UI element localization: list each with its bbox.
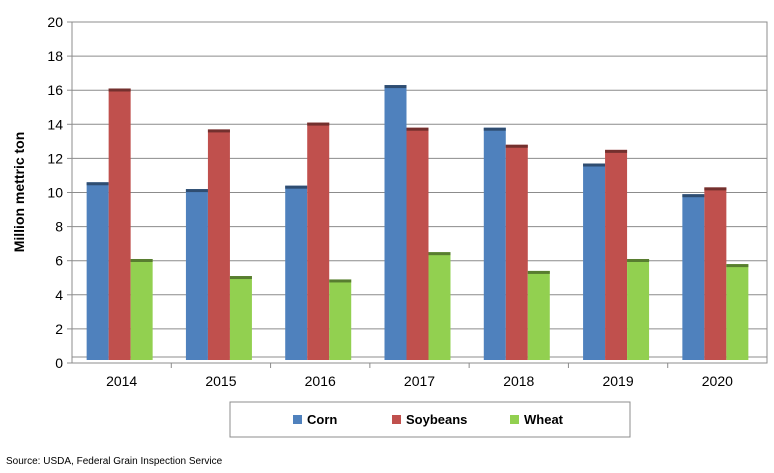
bar-top-soybeans-2014 [108, 88, 131, 92]
bar-top-wheat-2019 [627, 258, 650, 262]
bar-corn-2017 [384, 85, 407, 361]
bar-soybeans-2015 [207, 129, 230, 360]
bar-corn-2018 [483, 127, 506, 361]
bar-wheat-2015 [229, 276, 252, 360]
legend-label-wheat: Wheat [524, 412, 564, 427]
bar-wheat-2017 [428, 252, 451, 360]
legend-swatch-wheat [510, 415, 519, 424]
bar-wheat-2019 [627, 258, 650, 360]
source-note: Source: USDA, Federal Grain Inspection S… [6, 456, 223, 467]
bar-top-wheat-2014 [130, 258, 153, 262]
bar-top-wheat-2015 [229, 276, 252, 280]
bar-top-corn-2018 [483, 127, 506, 131]
bar-corn-2020 [682, 194, 705, 360]
y-tick-label: 0 [55, 355, 63, 371]
bar-corn-2015 [185, 189, 208, 360]
legend-label-corn: Corn [307, 412, 337, 427]
bar-top-corn-2019 [583, 163, 606, 167]
bar-top-wheat-2018 [527, 270, 550, 274]
bar-wheat-2016 [329, 279, 352, 360]
y-tick-label: 10 [47, 185, 63, 201]
bar-soybeans-2018 [505, 144, 528, 360]
bar-top-corn-2014 [86, 182, 109, 186]
x-tick-label: 2017 [404, 373, 435, 389]
bar-top-corn-2015 [185, 189, 208, 193]
bar-wheat-2018 [527, 270, 550, 360]
bar-soybeans-2019 [605, 149, 628, 360]
y-tick-label: 2 [55, 321, 63, 337]
bar-wheat-2020 [726, 264, 749, 360]
bar-corn-2019 [583, 163, 606, 360]
y-tick-label: 8 [55, 219, 63, 235]
bar-soybeans-2017 [406, 127, 429, 361]
y-tick-label: 14 [47, 116, 63, 132]
bar-soybeans-2020 [704, 187, 727, 360]
bar-top-soybeans-2017 [406, 127, 429, 131]
x-tick-label: 2018 [503, 373, 534, 389]
x-tick-label: 2014 [106, 373, 137, 389]
bar-top-soybeans-2016 [307, 122, 330, 126]
bar-top-wheat-2020 [726, 264, 749, 268]
bar-soybeans-2016 [307, 122, 330, 360]
x-tick-label: 2019 [602, 373, 633, 389]
x-tick-label: 2016 [305, 373, 336, 389]
bar-top-corn-2016 [285, 185, 308, 189]
bar-corn-2014 [86, 182, 109, 360]
y-tick-label: 20 [47, 14, 63, 30]
bars [86, 85, 749, 361]
bar-top-wheat-2017 [428, 252, 451, 256]
bar-top-soybeans-2020 [704, 187, 727, 191]
x-axis-ticks: 2014 2015 2016 2017 2018 2019 2020 [106, 363, 733, 389]
legend-swatch-corn [293, 415, 302, 424]
bar-top-corn-2020 [682, 194, 705, 198]
bar-top-corn-2017 [384, 85, 407, 89]
bar-top-wheat-2016 [329, 279, 352, 283]
x-tick-label: 2020 [702, 373, 733, 389]
y-tick-label: 16 [47, 82, 63, 98]
legend-label-soybeans: Soybeans [406, 412, 467, 427]
bar-wheat-2014 [130, 258, 153, 360]
bar-top-soybeans-2018 [505, 144, 528, 148]
bar-top-soybeans-2015 [207, 129, 230, 133]
x-tick-label: 2015 [205, 373, 236, 389]
y-axis-ticks: 0 2 4 6 8 10 12 14 16 18 20 [47, 14, 72, 371]
y-tick-label: 12 [47, 150, 63, 166]
legend: Corn Soybeans Wheat [229, 401, 631, 438]
bar-soybeans-2014 [108, 88, 131, 361]
y-tick-label: 6 [55, 253, 63, 269]
legend-swatch-soybeans [392, 415, 401, 424]
y-tick-label: 4 [55, 287, 63, 303]
y-tick-label: 18 [47, 48, 63, 64]
bar-corn-2016 [285, 185, 308, 360]
bar-top-soybeans-2019 [605, 149, 628, 153]
y-axis-title: Million mettric ton [11, 132, 27, 253]
